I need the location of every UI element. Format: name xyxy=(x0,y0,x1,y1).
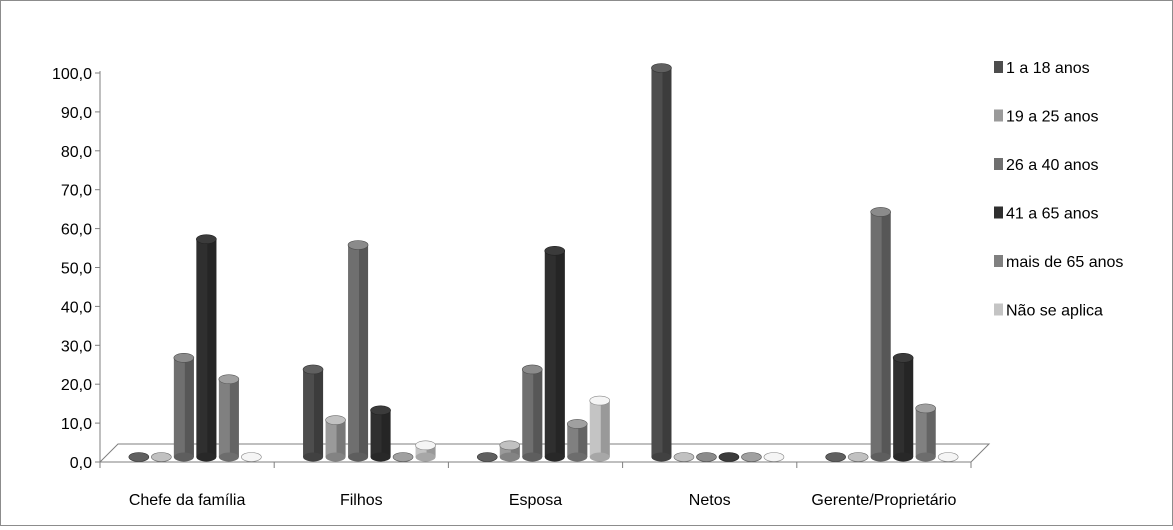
y-tick-label: 50,0 xyxy=(61,261,92,278)
bar xyxy=(763,452,785,462)
legend-label: 1 a 18 anos xyxy=(1006,60,1090,77)
y-tick-label: 40,0 xyxy=(61,299,92,316)
legend-swatch xyxy=(994,61,1003,73)
x-tick-label: Chefe da família xyxy=(129,492,246,509)
bar xyxy=(870,207,891,462)
bar xyxy=(241,452,262,462)
bar xyxy=(302,364,324,462)
bar xyxy=(825,452,846,462)
bar xyxy=(392,452,414,462)
y-tick-label: 70,0 xyxy=(61,183,92,200)
bar xyxy=(499,440,521,462)
bar xyxy=(718,452,740,462)
y-tick-label: 10,0 xyxy=(61,416,92,433)
bar xyxy=(173,353,195,462)
bar xyxy=(325,415,346,462)
legend-swatch xyxy=(994,206,1003,219)
bar xyxy=(566,419,588,462)
y-tick-label: 100,0 xyxy=(52,66,92,83)
y-tick-label: 30,0 xyxy=(61,338,92,355)
bar xyxy=(847,452,869,462)
y-tick-label: 60,0 xyxy=(61,222,92,239)
bar xyxy=(892,353,914,462)
y-tick-label: 80,0 xyxy=(61,144,92,161)
legend-label: mais de 65 anos xyxy=(1006,254,1123,271)
legend-label: 19 a 25 anos xyxy=(1006,109,1099,126)
bar xyxy=(196,234,217,462)
bar xyxy=(415,440,436,462)
bar xyxy=(544,246,566,462)
x-tick-label: Filhos xyxy=(340,492,383,509)
x-tick-label: Netos xyxy=(689,492,731,509)
bar xyxy=(347,240,369,462)
bar xyxy=(218,374,240,462)
legend-swatch xyxy=(994,158,1003,170)
legend-label: 26 a 40 anos xyxy=(1006,157,1099,174)
y-tick-label: 90,0 xyxy=(61,105,92,122)
bar xyxy=(673,452,695,462)
bar xyxy=(151,452,172,462)
legend-swatch xyxy=(994,255,1003,267)
y-tick-label: 0,0 xyxy=(70,455,92,472)
x-tick-label: Gerente/Proprietário xyxy=(811,492,956,509)
bar xyxy=(476,452,498,462)
legend-label: Não se aplica xyxy=(1006,303,1103,320)
bar xyxy=(128,452,150,462)
bar xyxy=(915,403,936,462)
bar xyxy=(696,452,717,462)
bar xyxy=(937,452,959,462)
legend-label: 41 a 65 anos xyxy=(1006,206,1099,223)
y-tick-label: 20,0 xyxy=(61,377,92,394)
bar xyxy=(741,452,762,462)
legend-swatch xyxy=(994,303,1003,316)
legend-swatch xyxy=(994,109,1003,122)
x-tick-label: Esposa xyxy=(509,492,562,509)
bar xyxy=(521,364,543,462)
bar xyxy=(589,395,611,462)
bar xyxy=(370,405,391,462)
bar xyxy=(651,63,672,462)
